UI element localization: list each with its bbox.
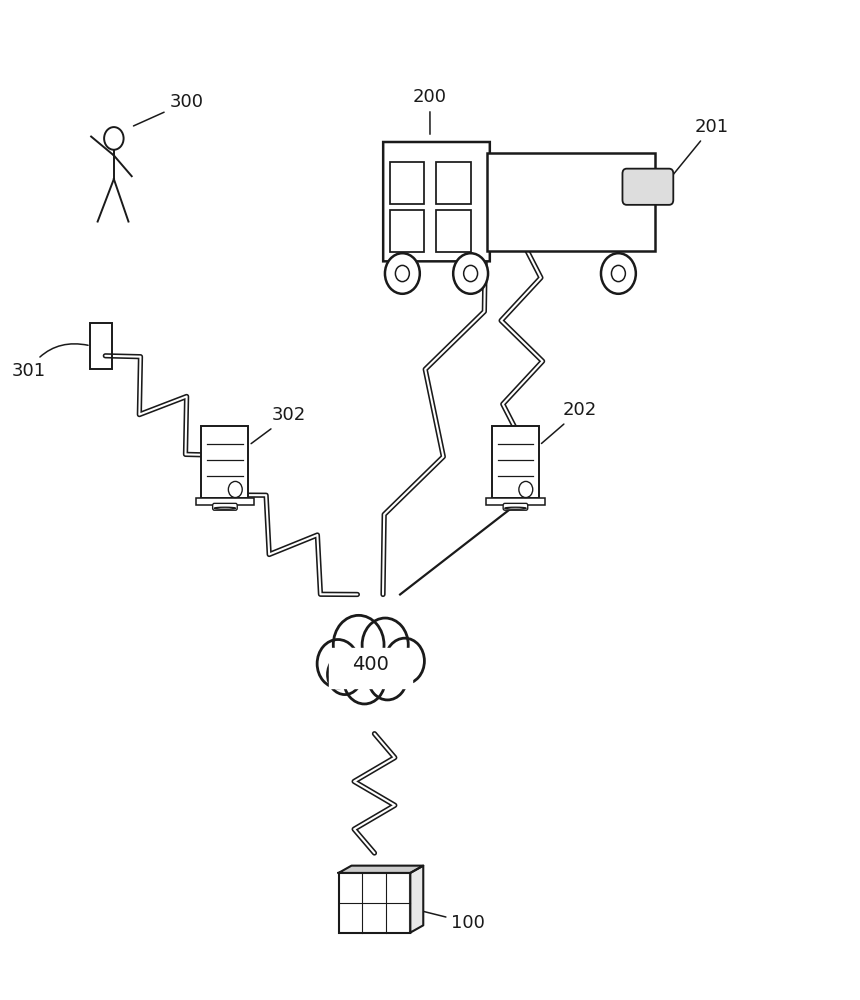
Bar (486, 498, 545, 505)
Circle shape (317, 640, 359, 688)
Polygon shape (410, 866, 423, 933)
FancyBboxPatch shape (623, 169, 673, 205)
FancyBboxPatch shape (492, 426, 539, 498)
FancyBboxPatch shape (212, 503, 237, 510)
Bar (437, 210, 470, 252)
Circle shape (344, 656, 385, 704)
Polygon shape (339, 866, 423, 873)
Bar (488, 153, 655, 251)
Text: 400: 400 (352, 655, 389, 674)
Circle shape (601, 253, 636, 294)
Circle shape (385, 253, 420, 294)
Text: 302: 302 (251, 406, 306, 444)
Circle shape (334, 615, 384, 674)
FancyBboxPatch shape (384, 142, 490, 261)
FancyBboxPatch shape (503, 503, 528, 510)
Circle shape (328, 654, 362, 695)
Text: 202: 202 (542, 401, 597, 443)
Ellipse shape (505, 507, 526, 509)
Ellipse shape (214, 507, 236, 509)
Bar (390, 210, 424, 252)
Circle shape (453, 253, 488, 294)
Bar (90, 323, 112, 369)
Text: 200: 200 (413, 88, 447, 134)
Bar (195, 498, 255, 505)
Bar (390, 162, 424, 204)
Bar (329, 648, 412, 688)
Text: 301: 301 (11, 344, 88, 380)
FancyBboxPatch shape (201, 426, 249, 498)
Circle shape (362, 618, 408, 672)
Circle shape (385, 638, 424, 684)
Text: 201: 201 (665, 118, 729, 185)
Text: 300: 300 (133, 93, 204, 126)
Text: 100: 100 (411, 908, 485, 932)
Bar (339, 873, 410, 933)
Circle shape (368, 654, 407, 700)
Bar (437, 162, 470, 204)
